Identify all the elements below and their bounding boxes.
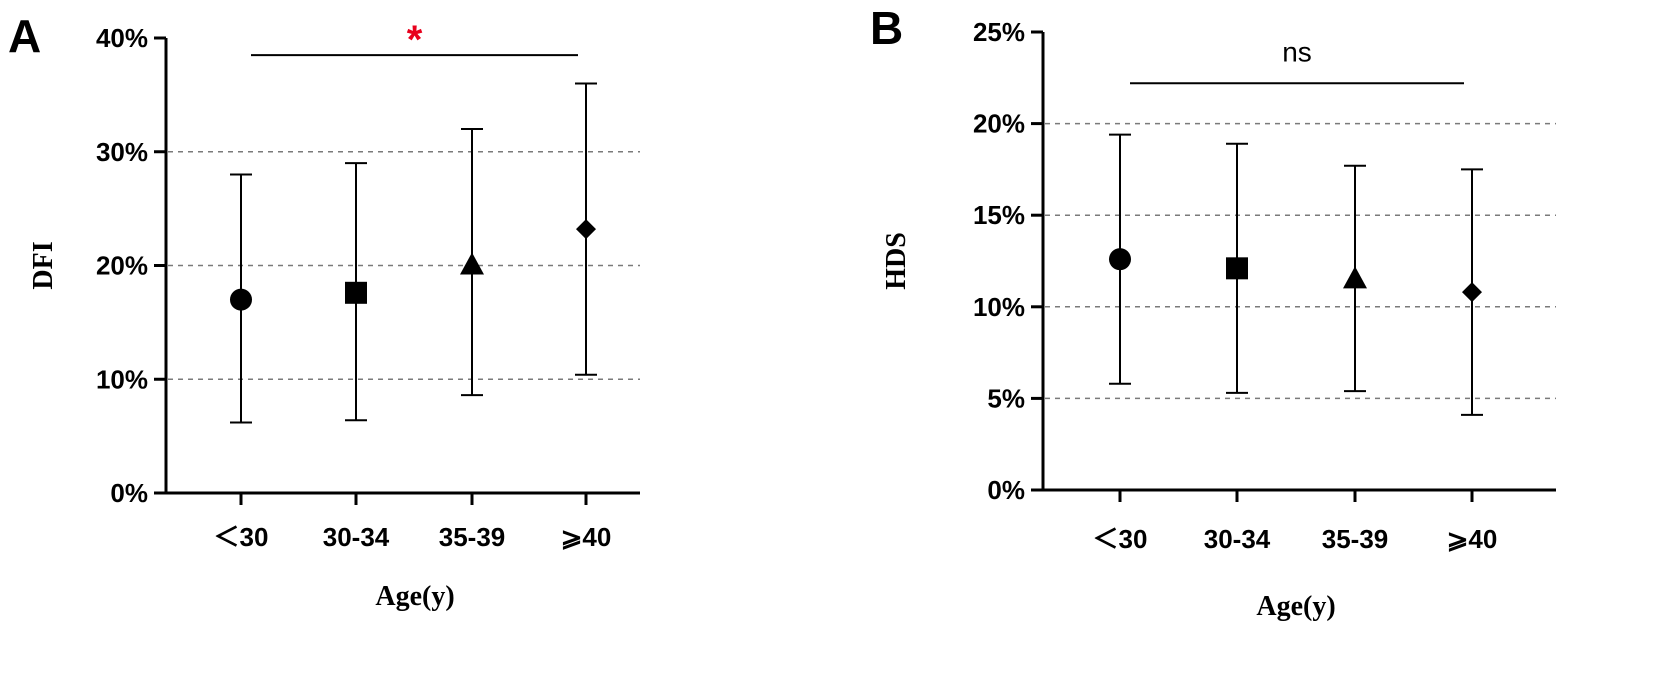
- x-axis-title: Age(y): [375, 581, 454, 612]
- mean-marker-circle: [1109, 248, 1131, 271]
- mean-marker-square: [1226, 257, 1248, 280]
- y-tick-label: 10%: [973, 292, 1025, 322]
- x-tick-label: ⩾40: [1447, 524, 1498, 554]
- x-tick-label: 35-39: [439, 522, 506, 552]
- panel-letter: A: [8, 10, 41, 62]
- y-tick-label: 20%: [973, 109, 1025, 139]
- y-tick-label: 20%: [96, 251, 148, 281]
- mean-marker-diamond: [1462, 282, 1482, 303]
- panel-a: A 0% 10% 20% 30% 40% ＜30 30-34 35-39 ⩾40 DFI Age(y)…: [8, 10, 640, 612]
- significance-label: *: [407, 18, 423, 62]
- y-axis-title: HDS: [881, 232, 912, 290]
- y-tick-label: 0%: [110, 478, 148, 508]
- panel-letter: B: [870, 2, 903, 54]
- y-tick-label: 15%: [973, 200, 1025, 230]
- x-tick-label: ＜30: [214, 522, 269, 552]
- mean-marker-circle: [230, 288, 252, 311]
- mean-marker-diamond: [576, 219, 596, 240]
- x-tick-label: ＜30: [1093, 524, 1148, 554]
- x-tick-label: ⩾40: [561, 522, 612, 552]
- x-tick-label: 30-34: [323, 522, 390, 552]
- y-tick-label: 25%: [973, 17, 1025, 47]
- y-axis-title: DFI: [28, 241, 59, 289]
- y-tick-label: 10%: [96, 364, 148, 394]
- y-tick-label: 40%: [96, 23, 148, 53]
- y-tick-label: 0%: [987, 475, 1025, 505]
- mean-marker-triangle: [460, 252, 484, 275]
- mean-marker-triangle: [1343, 266, 1367, 289]
- y-tick-label: 30%: [96, 137, 148, 167]
- panel-b: B 0% 5% 10% 15% 20% 25% ＜30 30-34 35-39 ⩾40 HDS Age(…: [870, 2, 1556, 622]
- x-axis-title: Age(y): [1256, 591, 1335, 622]
- mean-marker-square: [345, 281, 367, 304]
- y-tick-label: 5%: [987, 383, 1025, 413]
- significance-label: ns: [1282, 36, 1312, 67]
- x-tick-label: 30-34: [1204, 524, 1271, 554]
- x-tick-label: 35-39: [1322, 524, 1389, 554]
